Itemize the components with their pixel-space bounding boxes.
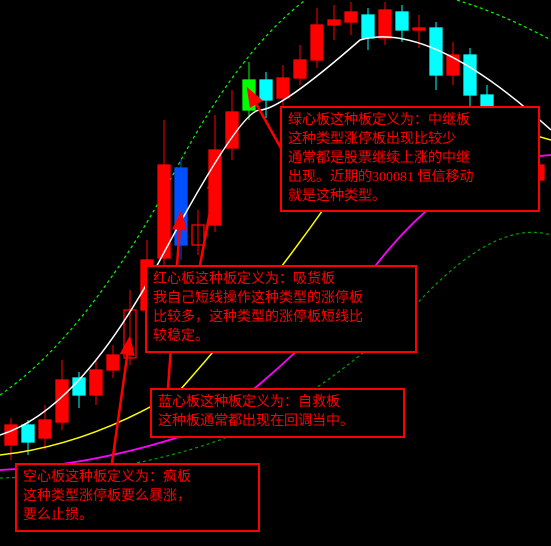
annotation-line: 通常都是股票继续上涨的中继	[288, 150, 532, 169]
annotation-line: 我自己短线操作这种类型的涨停板	[153, 290, 409, 309]
annotation-green: 绿心板这种板定义为：中继板这种类型涨停板出现比较少通常都是股票继续上涨的中继出现…	[280, 106, 540, 212]
annotation-line: 较稳定。	[153, 328, 409, 347]
annotation-hollow: 空心板这种板定义为：疯板这种类型涨停板要么暴涨，要么止损。	[15, 463, 260, 532]
annotation-line: 这种类型涨停板出现比较少	[288, 131, 532, 150]
annotation-line: 出现。近期的300081 恒信移动	[288, 169, 532, 188]
annotation-line: 绿心板这种板定义为：中继板	[288, 112, 532, 131]
annotation-line: 这种板通常都出现在回调当中。	[158, 413, 397, 432]
annotation-line: 蓝心板这种板定义为：自救板	[158, 394, 397, 413]
annotation-line: 空心板这种板定义为：疯板	[23, 469, 252, 488]
annotation-blue: 蓝心板这种板定义为：自救板这种板通常都出现在回调当中。	[150, 388, 405, 438]
annotation-line: 比较多，这种类型的涨停板短线比	[153, 309, 409, 328]
annotation-line: 红心板这种板定义为：吸货板	[153, 271, 409, 290]
annotation-line: 这种类型涨停板要么暴涨，	[23, 488, 252, 507]
annotation-red: 红心板这种板定义为：吸货板我自己短线操作这种类型的涨停板比较多，这种类型的涨停板…	[145, 265, 417, 353]
annotation-line: 要么止损。	[23, 507, 252, 526]
annotation-line: 就是这种类型。	[288, 188, 532, 207]
